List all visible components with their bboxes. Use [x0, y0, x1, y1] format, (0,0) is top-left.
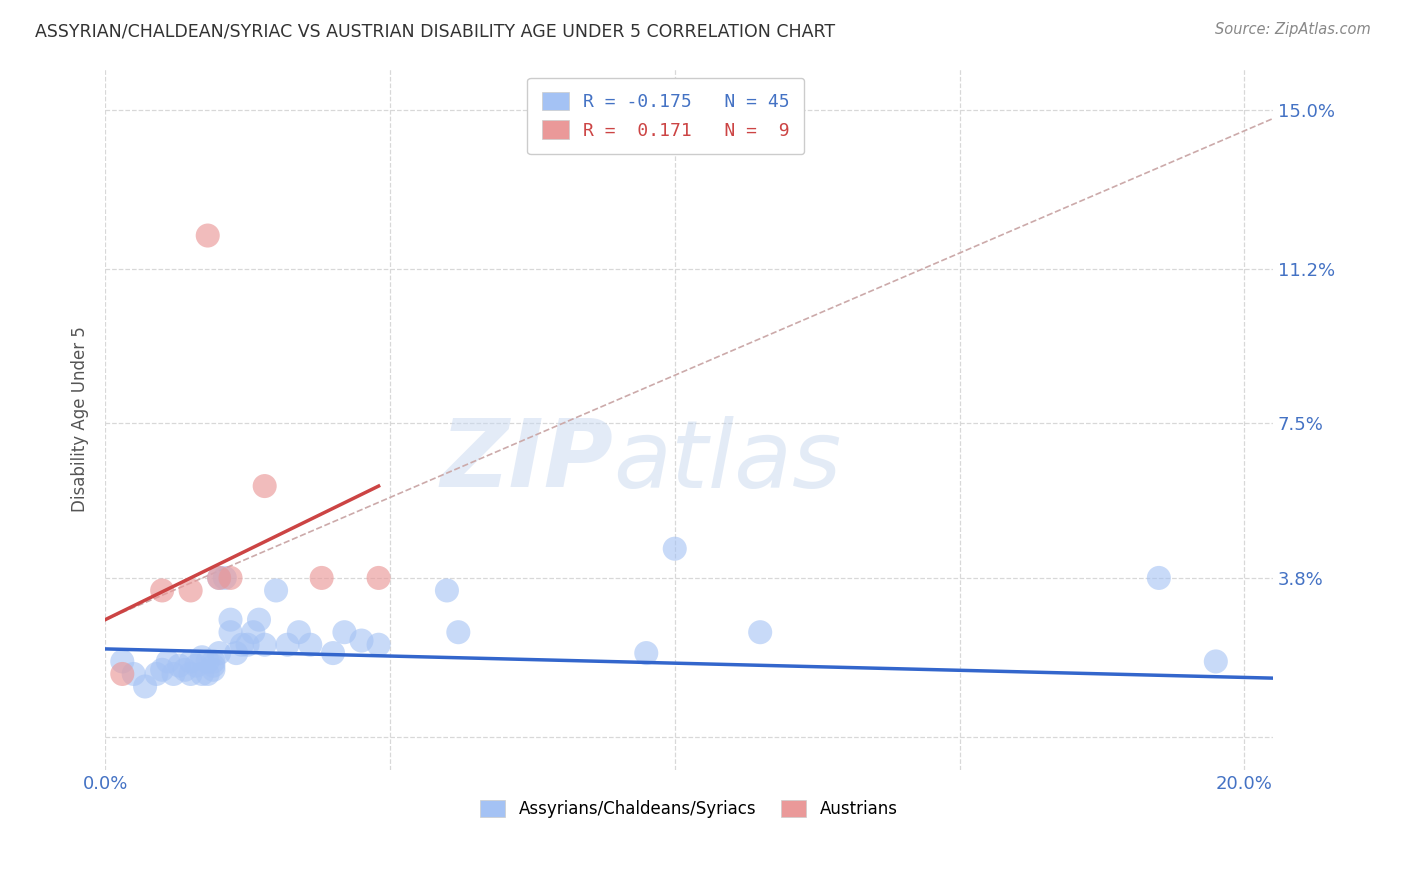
Point [219, 571, 242, 585]
Point [636, 646, 658, 660]
Point [167, 658, 190, 673]
Point [150, 663, 173, 677]
Point [247, 613, 270, 627]
Point [242, 625, 264, 640]
Point [664, 541, 686, 556]
Point [214, 571, 236, 585]
Point [197, 655, 219, 669]
Point [134, 680, 156, 694]
Legend: Assyrians/Chaldeans/Syriacs, Austrians: Assyrians/Chaldeans/Syriacs, Austrians [474, 793, 904, 825]
Point [311, 571, 333, 585]
Point [186, 658, 208, 673]
Point [264, 583, 287, 598]
Point [367, 638, 389, 652]
Point [202, 658, 225, 673]
Point [333, 625, 356, 640]
Point [225, 646, 247, 660]
Point [231, 638, 253, 652]
Point [236, 638, 259, 652]
Text: ASSYRIAN/CHALDEAN/SYRIAC VS AUSTRIAN DISABILITY AGE UNDER 5 CORRELATION CHART: ASSYRIAN/CHALDEAN/SYRIAC VS AUSTRIAN DIS… [35, 22, 835, 40]
Point [150, 583, 173, 598]
Point [111, 655, 134, 669]
Point [197, 228, 219, 243]
Point [1205, 655, 1227, 669]
Y-axis label: Disability Age Under 5: Disability Age Under 5 [72, 326, 89, 512]
Point [162, 667, 184, 681]
Point [208, 571, 231, 585]
Text: atlas: atlas [613, 416, 841, 507]
Point [174, 663, 197, 677]
Point [253, 638, 276, 652]
Point [276, 638, 298, 652]
Point [350, 633, 373, 648]
Point [219, 613, 242, 627]
Point [1147, 571, 1170, 585]
Point [191, 667, 214, 681]
Point [253, 479, 276, 493]
Point [447, 625, 470, 640]
Point [156, 655, 179, 669]
Point [180, 583, 202, 598]
Point [180, 655, 202, 669]
Point [145, 667, 167, 681]
Point [367, 571, 389, 585]
Point [202, 663, 225, 677]
Point [180, 667, 202, 681]
Text: Source: ZipAtlas.com: Source: ZipAtlas.com [1215, 22, 1371, 37]
Point [197, 667, 219, 681]
Point [122, 667, 145, 681]
Point [749, 625, 772, 640]
Point [202, 655, 225, 669]
Point [322, 646, 344, 660]
Point [208, 646, 231, 660]
Point [288, 625, 311, 640]
Point [191, 650, 214, 665]
Point [299, 638, 322, 652]
Point [436, 583, 458, 598]
Point [111, 667, 134, 681]
Text: ZIP: ZIP [440, 416, 613, 508]
Point [208, 571, 231, 585]
Point [219, 625, 242, 640]
